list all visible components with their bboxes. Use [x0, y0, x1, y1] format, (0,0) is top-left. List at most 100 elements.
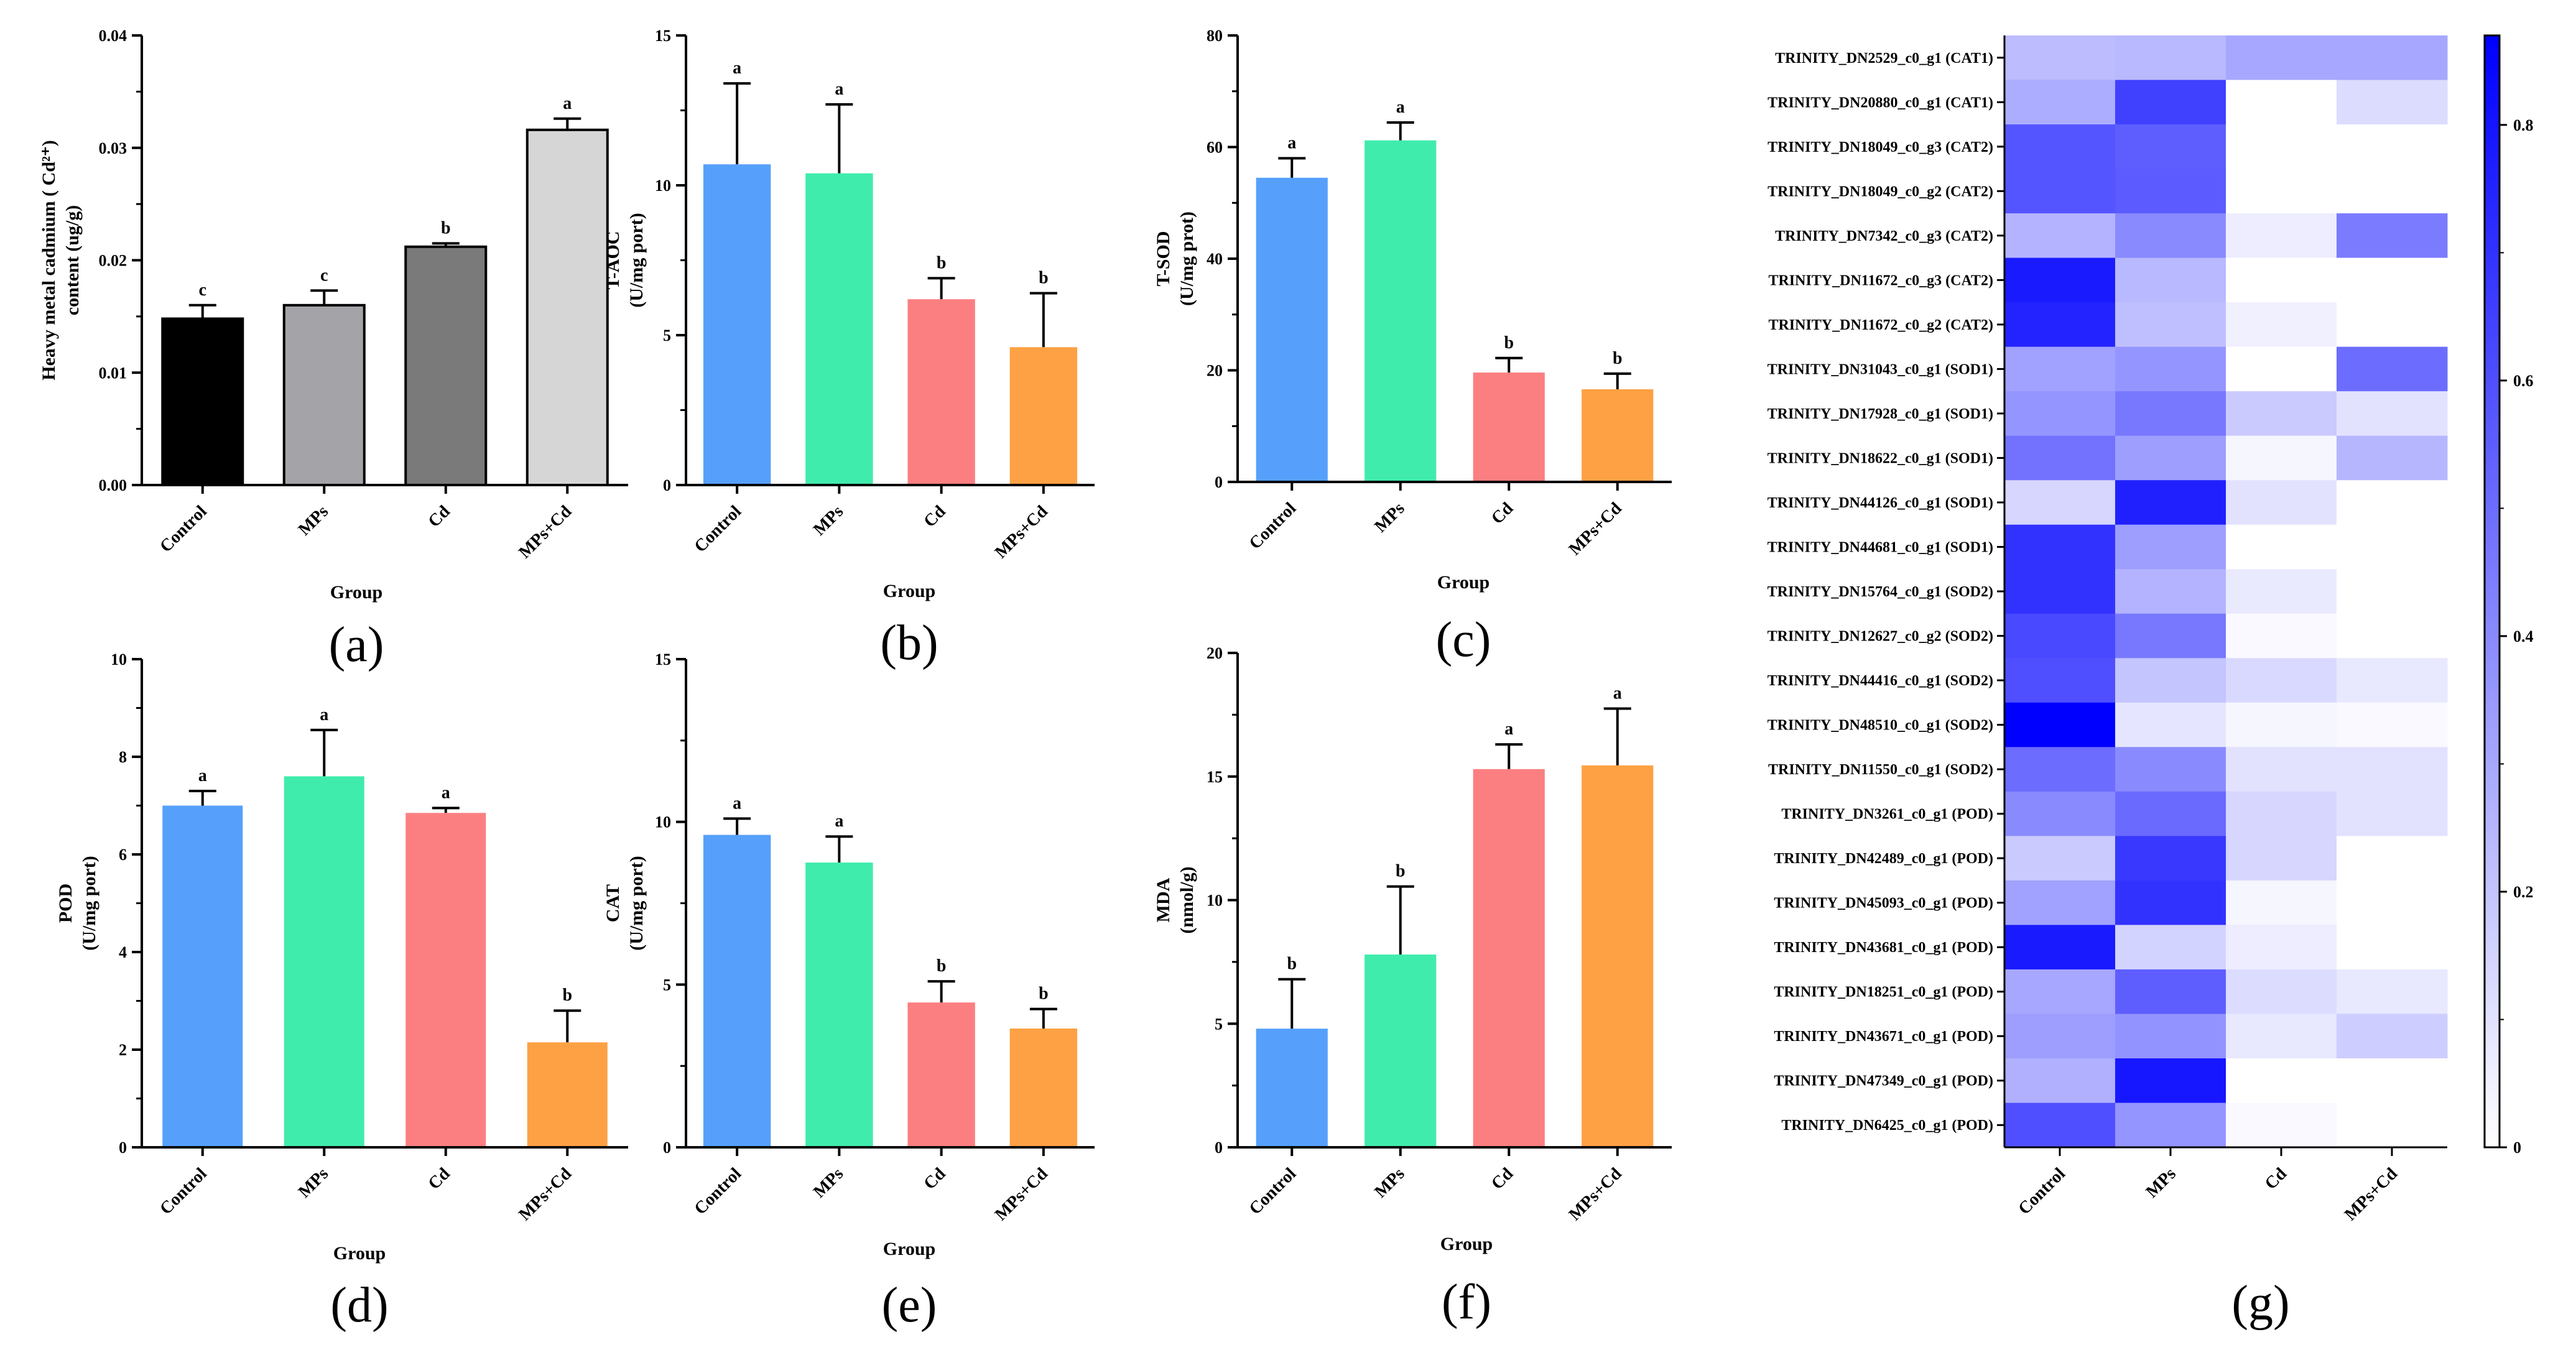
significance-letter: a: [563, 94, 572, 113]
panel-label: (d): [330, 1278, 388, 1333]
row-label: TRINITY_DN17928_c0_g1 (SOD1): [1768, 406, 1993, 422]
row-label: TRINITY_DN48510_c0_g1 (SOD2): [1768, 718, 1993, 734]
column-label: Cd: [2261, 1164, 2291, 1194]
heatmap-cell: [2337, 391, 2448, 437]
bar: [1364, 140, 1437, 483]
significance-letter: a: [1613, 683, 1622, 703]
y-tick-label: 5: [663, 976, 671, 994]
x-tick-label: MPs+Cd: [991, 502, 1052, 562]
heatmap-cell: [2115, 524, 2226, 570]
heatmap-cell: [2337, 346, 2448, 392]
heatmap-cell: [2226, 302, 2337, 348]
heatmap-cell: [2337, 969, 2448, 1014]
y-axis-label: T-AOC: [603, 231, 623, 290]
x-tick-label: Control: [691, 1164, 746, 1219]
chart-panel-a: c Control c MPs b Cd a MPs+Cd 0.00 0.01 0.02 0.03 0.…: [39, 27, 628, 672]
x-tick-label: MPs: [810, 502, 847, 539]
x-tick-label: MPs: [295, 1164, 332, 1201]
row-label: TRINITY_DN2529_c0_g1 (CAT1): [1775, 50, 1993, 67]
heatmap-cell: [2337, 925, 2448, 970]
colorbar-tick-label: 0.4: [2513, 627, 2534, 645]
heatmap-cell: [2337, 836, 2448, 881]
heatmap-cell: [2337, 524, 2448, 570]
heatmap-cell: [2226, 836, 2337, 881]
heatmap-cell: [2337, 1058, 2448, 1103]
heatmap-cell: [2226, 80, 2337, 125]
y-tick-label: 8: [119, 748, 127, 766]
colorbar: [2483, 34, 2501, 1149]
x-tick-label: Control: [1246, 1164, 1300, 1219]
colorbar-tick-label: 0: [2513, 1139, 2521, 1157]
y-tick-label: 10: [111, 650, 127, 668]
y-axis-label: (U/mg port): [626, 856, 647, 950]
heatmap-cell: [2004, 613, 2116, 659]
error-bar: [432, 807, 460, 813]
y-axis-label: content (ug/g): [62, 205, 83, 315]
heatmap-cell: [2115, 613, 2226, 659]
panel-label: (c): [1436, 613, 1491, 667]
heatmap-cell: [2226, 880, 2337, 925]
error-bar: [1029, 292, 1057, 348]
error-bar: [310, 289, 338, 305]
heatmap-cell: [2226, 791, 2337, 836]
heatmap-cell: [2115, 658, 2226, 703]
x-tick-label: MPs+Cd: [991, 1164, 1052, 1224]
heatmap-cell: [2115, 302, 2226, 348]
heatmap-cell: [2004, 480, 2116, 525]
error-bar: [927, 277, 955, 300]
y-tick-label: 10: [655, 813, 671, 831]
x-tick-label: MPs+Cd: [1565, 499, 1626, 559]
bar: [1009, 1028, 1078, 1147]
error-bar: [1386, 121, 1414, 141]
significance-letter: b: [1039, 269, 1049, 288]
heatmap-cell: [2226, 1058, 2337, 1103]
heatmap-cell: [2115, 257, 2226, 303]
significance-letter: a: [320, 705, 328, 724]
panel-label: (g): [2231, 1276, 2289, 1331]
heatmap-cell: [2004, 925, 2116, 970]
heatmap-cell: [2226, 613, 2337, 659]
error-bar: [1386, 885, 1414, 955]
heatmap-cell: [2115, 391, 2226, 437]
bar: [1256, 177, 1328, 482]
x-tick-label: MPs: [1371, 1164, 1408, 1201]
chart-panel-c: a Control a MPs b Cd b MPs+Cd 0 20 40 60 80 T-SOD (U/m…: [1153, 27, 1672, 667]
heatmap-cell: [2226, 435, 2337, 481]
y-tick-label: 20: [1207, 644, 1223, 662]
error-bar: [1029, 1007, 1057, 1029]
y-tick-label: 80: [1207, 27, 1223, 45]
bar: [907, 299, 975, 485]
row-label: TRINITY_DN44681_c0_g1 (SOD1): [1768, 539, 1993, 555]
y-axis-label: POD: [55, 884, 76, 923]
significance-letter: b: [562, 986, 572, 1005]
heatmap-cell: [2115, 1058, 2226, 1103]
y-tick-label: 60: [1207, 139, 1223, 157]
y-tick-label: 0: [1215, 1139, 1223, 1157]
row-label: TRINITY_DN11550_c0_g1 (SOD2): [1768, 762, 1993, 778]
y-tick-label: 6: [119, 846, 127, 864]
significance-letter: b: [1039, 984, 1049, 1004]
heatmap-cell: [2115, 80, 2226, 125]
error-bar: [927, 980, 955, 1003]
x-axis-label: Group: [883, 581, 935, 601]
panel-label: (e): [882, 1278, 937, 1333]
heatmap-cell: [2004, 1014, 2116, 1059]
heatmap-cell: [2004, 1103, 2116, 1148]
x-tick-label: Control: [1246, 499, 1300, 553]
error-bar: [1278, 157, 1306, 178]
heatmap-cell: [2337, 658, 2448, 703]
x-tick-label: Control: [156, 1164, 211, 1219]
heatmap-cell: [2226, 391, 2337, 437]
row-label: TRINITY_DN44416_c0_g1 (SOD2): [1768, 673, 1993, 689]
x-axis-label: Group: [333, 1243, 386, 1264]
x-tick-label: Cd: [424, 502, 454, 532]
bar: [527, 1042, 608, 1147]
y-tick-label: 10: [1207, 892, 1223, 910]
heatmap-cell: [2004, 747, 2116, 792]
bar: [162, 805, 243, 1147]
heatmap-cell: [2115, 480, 2226, 525]
y-tick-label: 15: [655, 27, 671, 45]
column-label: MPs+Cd: [2341, 1164, 2401, 1224]
y-tick-label: 0.02: [99, 252, 127, 270]
y-axis-label: (U/mg port): [626, 213, 647, 307]
